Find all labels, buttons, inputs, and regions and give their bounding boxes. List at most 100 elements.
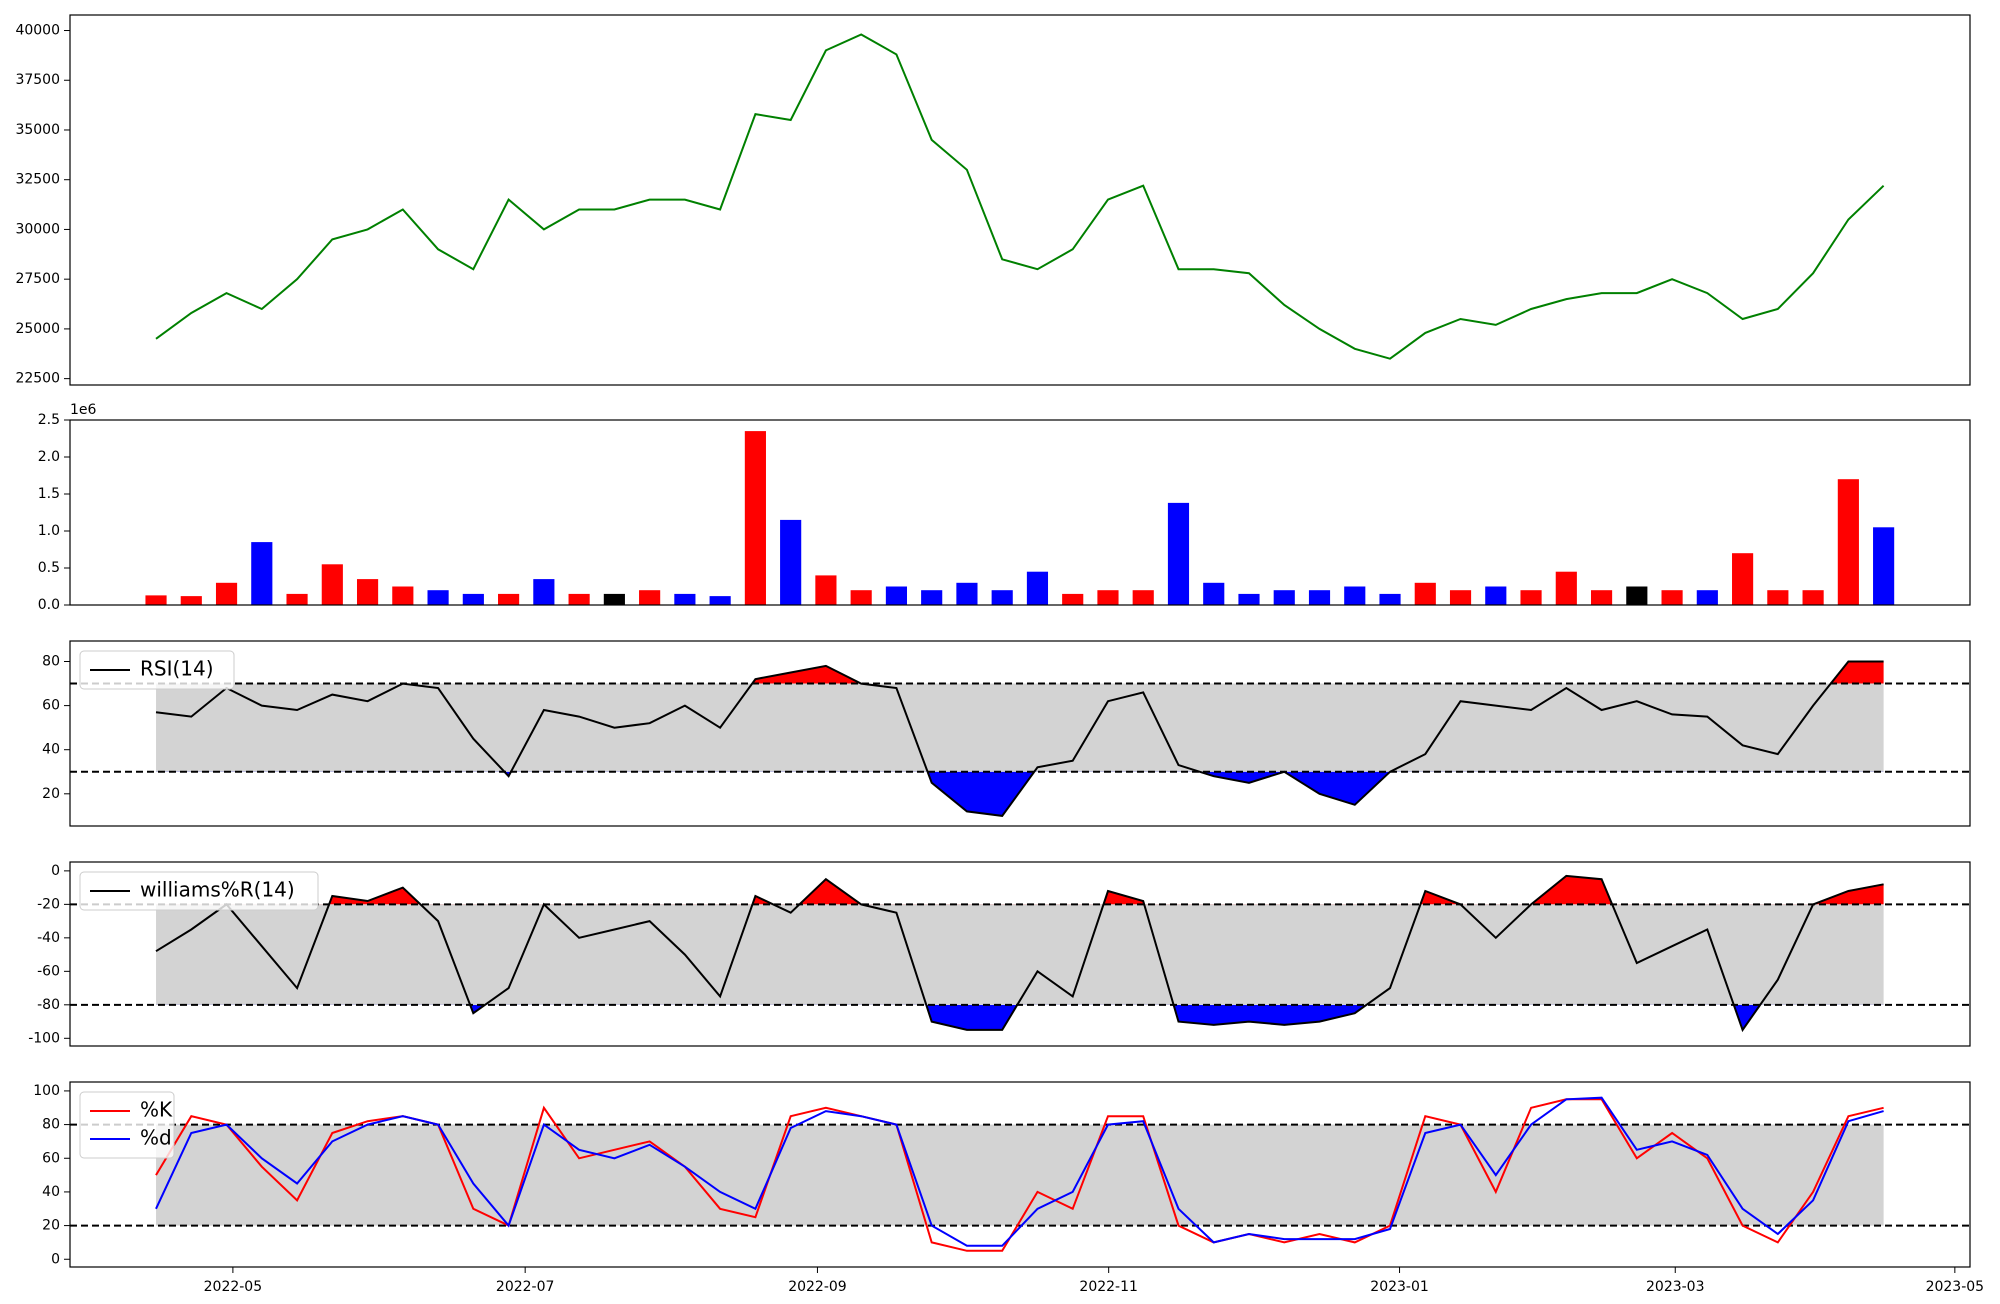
y-tick-label: 22500 xyxy=(15,371,60,387)
volume-bar xyxy=(1873,527,1895,605)
legend-label: %d xyxy=(140,1126,172,1150)
panel-frame xyxy=(69,1081,1971,1268)
volume-bar xyxy=(991,590,1013,605)
volume-bar xyxy=(1696,590,1718,605)
y-tick-label: -40 xyxy=(37,930,60,946)
y-tick-label: 0 xyxy=(51,1251,60,1267)
volume-bar xyxy=(603,593,625,605)
y-tick-label: 40 xyxy=(42,742,60,758)
legend-label: williams%R(14) xyxy=(140,878,295,902)
volume-bar xyxy=(1379,593,1401,605)
volume-bar xyxy=(215,582,238,605)
volume-bar xyxy=(321,564,343,605)
y-tick-label: 20 xyxy=(42,1218,60,1234)
x-tick-label: 2023-05 xyxy=(1926,1279,1985,1295)
volume-bar xyxy=(744,431,766,605)
y-tick-label: 80 xyxy=(42,1117,60,1133)
volume-bar xyxy=(533,579,555,605)
y-tick-label: -60 xyxy=(37,963,60,979)
volume-bar xyxy=(1590,590,1613,605)
neutral-band xyxy=(156,904,1884,1005)
volume-bar xyxy=(1414,582,1436,605)
volume-bar xyxy=(1555,571,1577,605)
volume-bar xyxy=(1132,590,1154,605)
volume-bar xyxy=(1308,590,1331,605)
volume-bar xyxy=(1520,590,1542,605)
volume-bar xyxy=(462,593,484,605)
volume-bar xyxy=(286,593,308,605)
volume-bar xyxy=(1026,571,1049,605)
indicator-line xyxy=(155,874,1884,1033)
volume-bar xyxy=(1767,590,1789,605)
y-tick-label: 0.0 xyxy=(38,597,60,613)
y-tick-label: 100 xyxy=(33,1083,60,1099)
volume-bar xyxy=(1732,553,1754,605)
volume-bar xyxy=(956,582,978,605)
x-tick-label: 2022-11 xyxy=(1079,1279,1138,1295)
volume-bar xyxy=(639,590,661,605)
legend-label: %K xyxy=(140,1098,173,1122)
y-tick-label: 27500 xyxy=(15,271,60,287)
volume-bar xyxy=(1238,593,1260,605)
y-tick-label: 0 xyxy=(51,863,60,879)
y-tick-label: 40000 xyxy=(15,23,60,39)
volume-bar xyxy=(145,595,167,605)
neutral-band xyxy=(156,1124,1884,1226)
indicator-line xyxy=(155,1096,1884,1247)
volume-bar xyxy=(1344,586,1366,605)
panel: 20 40 60 80 RSI(14) xyxy=(42,640,1971,827)
volume-bar xyxy=(815,575,837,605)
panel-frame xyxy=(69,14,1971,386)
y-tick-label: 60 xyxy=(42,1150,60,1166)
x-tick-label: 2022-09 xyxy=(788,1279,847,1295)
volume-bar xyxy=(850,590,872,605)
volume-bar xyxy=(392,586,414,605)
y-tick-label: 2.5 xyxy=(38,412,60,428)
volume-bar xyxy=(1837,479,1859,605)
y-tick-label: 1.0 xyxy=(38,523,60,539)
legend-box xyxy=(79,650,235,690)
volume-bar xyxy=(427,590,449,605)
y-tick-label: 20 xyxy=(42,786,60,802)
volume-bar xyxy=(498,593,520,605)
volume-bar xyxy=(1167,502,1190,605)
legend-label: RSI(14) xyxy=(140,657,214,681)
panel: -100 -80 -60 -40 -20 0 williams%R(14) xyxy=(28,861,1971,1047)
volume-bar xyxy=(1661,590,1683,605)
neutral-band xyxy=(156,683,1884,772)
y-tick-label: 2.0 xyxy=(38,449,60,465)
volume-bar xyxy=(356,579,379,605)
volume-bar xyxy=(1802,590,1824,605)
volume-bar xyxy=(1097,590,1119,605)
x-tick-label: 2023-03 xyxy=(1646,1279,1705,1295)
y-tick-label: 0.5 xyxy=(38,560,60,576)
volume-bar xyxy=(1485,586,1507,605)
volume-bar xyxy=(251,542,273,605)
volume-bar xyxy=(1626,586,1648,605)
volume-bar xyxy=(1273,590,1295,605)
indicator-line xyxy=(155,1098,1884,1252)
volume-bar xyxy=(1203,582,1225,605)
y-tick-label: 80 xyxy=(42,654,60,670)
y-tick-label: -100 xyxy=(28,1030,60,1046)
volume-bar xyxy=(780,519,802,605)
panel-frame xyxy=(69,861,1971,1047)
volume-bar xyxy=(1062,593,1084,605)
indicator-line xyxy=(155,660,1884,817)
panel: 0.0 0.5 1.0 1.5 2.0 2.5 1e6 xyxy=(38,402,1971,613)
y-tick-label: -80 xyxy=(37,997,60,1013)
y-tick-label: 37500 xyxy=(15,72,60,88)
volume-bar xyxy=(180,596,202,605)
volume-bar xyxy=(1449,590,1472,605)
offset-label: 1e6 xyxy=(70,402,97,418)
volume-bar xyxy=(568,593,590,605)
price-line xyxy=(155,33,1885,360)
volume-bar xyxy=(885,586,908,605)
legend-box xyxy=(79,871,319,911)
panel: 0 20 40 60 80 100 2022-05 2022-07 2022-09 2022-11… xyxy=(33,1081,1985,1295)
y-tick-label: 30000 xyxy=(15,221,60,237)
y-tick-label: 32500 xyxy=(15,172,60,188)
y-tick-label: 1.5 xyxy=(38,486,60,502)
y-tick-label: 35000 xyxy=(15,122,60,138)
